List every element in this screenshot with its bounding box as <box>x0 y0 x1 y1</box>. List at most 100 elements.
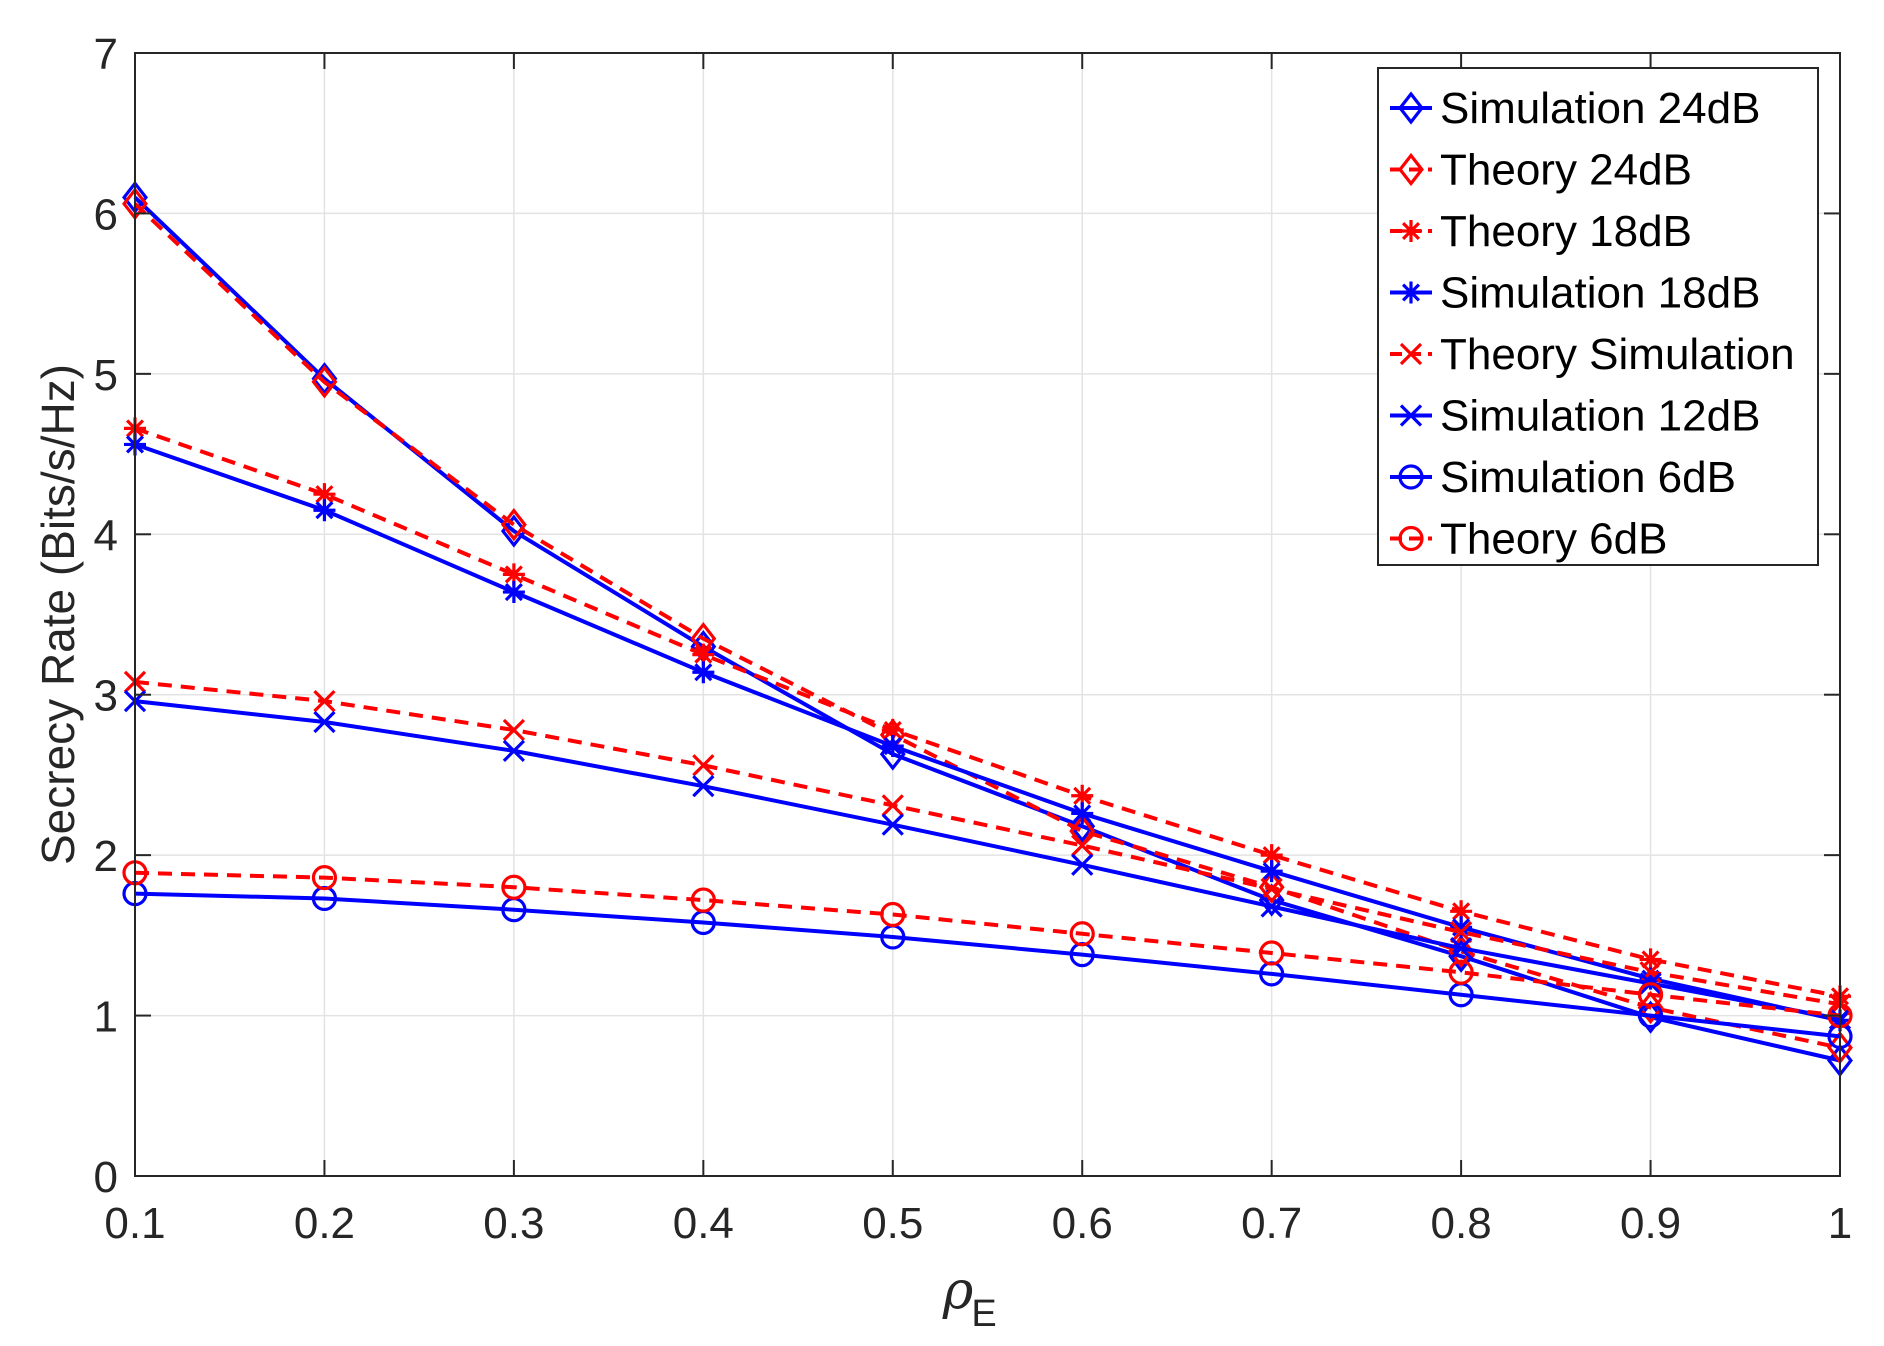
data-point-simulation-12db <box>1260 895 1283 918</box>
data-point-simulation-18db <box>313 499 336 522</box>
legend-entry-theory-24db: Theory 24dB <box>1390 146 1692 195</box>
data-point-theory-simulation <box>313 689 336 713</box>
y-tick-label: 3 <box>94 672 118 721</box>
data-point-simulation-18db <box>1639 967 1662 990</box>
legend-marker-theory-6db <box>1398 525 1424 552</box>
x-tick-label: 0.4 <box>673 1199 734 1248</box>
y-tick-label: 5 <box>94 351 118 400</box>
x-axis-label-symbol: ρ <box>942 1261 974 1321</box>
data-point-theory-24db <box>311 365 338 399</box>
series-line-theory-6db <box>134 870 1841 1018</box>
y-tick-label: 1 <box>94 993 118 1042</box>
data-point-theory-18db <box>881 719 904 742</box>
legend-box <box>1377 67 1819 566</box>
legend-label-theory-simulation: Theory Simulation <box>1440 330 1795 379</box>
data-point-theory-simulation <box>881 794 904 817</box>
legend-label-theory-24db: Theory 24dB <box>1440 146 1692 195</box>
x-tick-label: 0.8 <box>1431 1199 1492 1248</box>
x-tick-label: 0.9 <box>1620 1199 1681 1248</box>
legend-marker-simulation-6db <box>1398 464 1424 490</box>
legend-marker-theory-simulation <box>1399 342 1423 366</box>
x-tick-label: 0.2 <box>294 1199 355 1248</box>
data-point-theory-simulation <box>1071 834 1094 857</box>
data-point-theory-6db <box>1069 921 1095 947</box>
y-tick-label: 4 <box>94 511 118 560</box>
data-point-simulation-24db <box>500 514 527 548</box>
legend-marker-theory-24db <box>1398 152 1424 187</box>
legend-label-simulation-18db: Simulation 18dB <box>1440 269 1760 318</box>
series-line-simulation-6db <box>134 891 1841 1039</box>
x-tick-label: 0.7 <box>1241 1199 1302 1248</box>
tick-labels: 0.1 0.2 0.3 0.4 0.5 0.6 0.7 0.8 0.9 1 0 1 2 3 4 5 6 7 <box>94 30 1853 1248</box>
y-axis-label: Secrecy Rate (Bits/s/Hz) <box>32 364 84 865</box>
data-point-simulation-18db <box>502 581 525 604</box>
data-point-simulation-12db <box>1449 937 1473 960</box>
data-point-simulation-18db <box>1260 860 1283 883</box>
data-point-simulation-12db <box>881 813 904 836</box>
data-point-theory-6db <box>501 874 527 900</box>
y-tick-label: 7 <box>94 30 118 79</box>
data-point-simulation-12db <box>502 739 526 762</box>
legend-label-theory-6db: Theory 6dB <box>1440 515 1667 564</box>
legend-entry-theory-simulation: Theory Simulation <box>1390 330 1795 379</box>
legend-entry-theory-18db: Theory 18dB <box>1390 207 1692 256</box>
series-line-theory-18db <box>134 426 1841 999</box>
series-simulation-18db <box>124 433 1851 1032</box>
x-tick-label: 1 <box>1828 1199 1852 1248</box>
data-point-theory-6db <box>1637 982 1664 1008</box>
data-point-theory-6db <box>311 865 338 891</box>
legend-marker-simulation-24db <box>1398 91 1424 125</box>
series-line-theory-simulation <box>134 679 1841 1007</box>
legend-label-simulation-12db: Simulation 12dB <box>1440 392 1760 441</box>
tick-marks <box>134 52 1841 1177</box>
data-point-simulation-18db <box>1071 802 1094 825</box>
legend-label-simulation-24db: Simulation 24dB <box>1440 84 1760 133</box>
data-point-theory-18db <box>313 483 336 506</box>
data-point-simulation-18db <box>692 661 715 684</box>
y-tick-label: 0 <box>94 1153 118 1202</box>
data-point-theory-18db <box>502 563 525 586</box>
data-point-theory-24db <box>500 508 527 542</box>
legend-label-simulation-6db: Simulation 6dB <box>1440 453 1736 502</box>
y-tick-label: 6 <box>94 190 118 239</box>
data-point-theory-6db <box>1259 940 1285 966</box>
legend-entry-theory-6db: Theory 6dB <box>1390 515 1667 564</box>
data-point-theory-18db <box>1639 948 1662 971</box>
data-point-theory-simulation <box>1260 877 1283 900</box>
legend: Simulation 24dB Theory 24dB Theory 18dB Sim… <box>1377 67 1819 566</box>
data-point-theory-6db <box>880 901 906 928</box>
data-point-theory-18db <box>1260 844 1283 867</box>
legend-entry-simulation-24db: Simulation 24dB <box>1390 84 1760 133</box>
data-point-simulation-18db <box>1450 916 1473 939</box>
legend-entry-simulation-6db: Simulation 6dB <box>1390 453 1736 502</box>
plot-frame <box>134 52 1841 1177</box>
series-line-theory-24db <box>133 202 1841 1050</box>
data-point-simulation-18db <box>881 735 904 758</box>
data-point-simulation-12db <box>1071 853 1094 876</box>
data-point-theory-6db <box>1448 959 1474 985</box>
series-line-simulation-12db <box>134 699 1841 1021</box>
data-point-simulation-24db <box>311 362 338 396</box>
series-line-simulation-18db <box>134 442 1841 1023</box>
data-point-theory-simulation <box>692 754 715 777</box>
legend-entry-simulation-18db: Simulation 18dB <box>1390 269 1760 318</box>
y-tick-label: 2 <box>94 832 118 881</box>
legend-label-theory-18db: Theory 18dB <box>1440 207 1692 256</box>
legend-marker-simulation-18db <box>1400 281 1422 304</box>
data-point-theory-18db <box>692 643 715 666</box>
x-tick-label: 0.5 <box>862 1199 923 1248</box>
data-point-simulation-12db <box>692 775 715 798</box>
legend-entry-simulation-12db: Simulation 12dB <box>1390 392 1760 441</box>
x-tick-label: 0.6 <box>1052 1199 1113 1248</box>
data-point-theory-18db <box>1071 784 1094 807</box>
data-point-simulation-12db <box>313 710 336 734</box>
x-axis-label-subscript: E <box>971 1293 996 1335</box>
legend-marker-simulation-12db <box>1399 404 1423 427</box>
series-theory-18db <box>124 417 1851 1008</box>
series-layer <box>122 180 1853 1078</box>
data-point-theory-simulation <box>1449 921 1473 944</box>
data-point-theory-6db <box>690 887 716 913</box>
x-axis-label: ρ E <box>942 1261 997 1335</box>
legend-marker-theory-18db <box>1400 220 1422 242</box>
